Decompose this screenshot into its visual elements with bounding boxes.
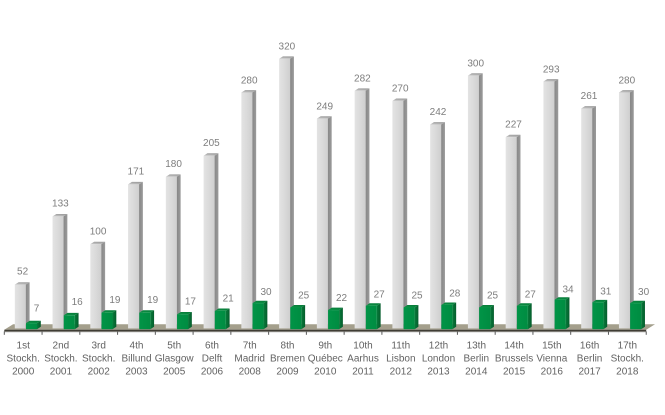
svg-text:27: 27 xyxy=(525,289,537,300)
svg-text:27: 27 xyxy=(374,289,386,300)
svg-text:2002: 2002 xyxy=(88,367,111,378)
svg-text:2008: 2008 xyxy=(239,367,262,378)
svg-text:30: 30 xyxy=(260,287,272,298)
svg-text:2006: 2006 xyxy=(201,367,224,378)
svg-text:205: 205 xyxy=(203,138,220,149)
svg-text:242: 242 xyxy=(430,107,447,118)
svg-text:2012: 2012 xyxy=(390,367,413,378)
svg-text:Brussels: Brussels xyxy=(495,354,533,365)
svg-text:Lisbon: Lisbon xyxy=(386,354,415,365)
svg-text:171: 171 xyxy=(128,167,145,178)
svg-text:Stockh.: Stockh. xyxy=(611,354,644,365)
svg-text:Bremen: Bremen xyxy=(270,354,305,365)
svg-text:2017: 2017 xyxy=(578,367,601,378)
svg-text:133: 133 xyxy=(52,199,69,210)
svg-text:Billund: Billund xyxy=(121,354,151,365)
svg-text:52: 52 xyxy=(17,267,29,278)
svg-text:2011: 2011 xyxy=(352,367,374,378)
svg-text:3rd: 3rd xyxy=(91,340,105,351)
svg-text:2000: 2000 xyxy=(12,367,35,378)
svg-text:31: 31 xyxy=(600,286,612,297)
svg-text:12th: 12th xyxy=(429,340,448,351)
svg-text:15th: 15th xyxy=(542,340,561,351)
svg-text:2013: 2013 xyxy=(427,367,450,378)
svg-text:Stockh.: Stockh. xyxy=(44,354,77,365)
svg-text:34: 34 xyxy=(562,284,574,295)
svg-text:16: 16 xyxy=(72,297,84,308)
svg-text:100: 100 xyxy=(90,226,107,237)
svg-text:13th: 13th xyxy=(467,340,486,351)
svg-text:Stockh.: Stockh. xyxy=(7,354,40,365)
svg-text:Aarhus: Aarhus xyxy=(347,354,379,365)
svg-text:2010: 2010 xyxy=(314,367,337,378)
svg-text:280: 280 xyxy=(618,75,635,86)
svg-text:293: 293 xyxy=(543,64,560,75)
svg-text:6th: 6th xyxy=(205,340,219,351)
svg-text:19: 19 xyxy=(109,295,121,306)
svg-text:4th: 4th xyxy=(130,340,144,351)
svg-text:25: 25 xyxy=(298,291,310,302)
svg-text:180: 180 xyxy=(165,159,182,170)
svg-text:2009: 2009 xyxy=(276,367,299,378)
svg-text:16th: 16th xyxy=(580,340,599,351)
svg-text:2018: 2018 xyxy=(616,367,639,378)
svg-text:2nd: 2nd xyxy=(53,340,70,351)
svg-text:1st: 1st xyxy=(17,340,31,351)
svg-text:280: 280 xyxy=(241,75,258,86)
svg-text:Québec: Québec xyxy=(308,354,343,365)
svg-text:30: 30 xyxy=(638,287,650,298)
svg-text:22: 22 xyxy=(336,293,348,304)
svg-text:14th: 14th xyxy=(504,340,523,351)
svg-text:11th: 11th xyxy=(391,340,410,351)
svg-text:2016: 2016 xyxy=(541,367,564,378)
svg-text:21: 21 xyxy=(223,294,235,305)
svg-text:London: London xyxy=(422,354,455,365)
svg-text:25: 25 xyxy=(487,291,499,302)
svg-text:Madrid: Madrid xyxy=(234,354,265,365)
svg-text:Glasgow: Glasgow xyxy=(155,354,195,365)
svg-text:Berlin: Berlin xyxy=(464,354,490,365)
svg-text:7th: 7th xyxy=(243,340,257,351)
svg-text:227: 227 xyxy=(505,120,522,131)
svg-text:270: 270 xyxy=(392,84,409,95)
svg-text:Delft: Delft xyxy=(202,354,223,365)
svg-text:249: 249 xyxy=(316,101,333,112)
svg-text:2001: 2001 xyxy=(50,367,73,378)
svg-text:300: 300 xyxy=(467,59,484,70)
svg-text:261: 261 xyxy=(581,91,598,102)
svg-text:17: 17 xyxy=(185,296,197,307)
svg-text:Vienna: Vienna xyxy=(536,354,567,365)
svg-text:25: 25 xyxy=(411,291,423,302)
svg-text:282: 282 xyxy=(354,74,371,85)
svg-text:320: 320 xyxy=(279,42,296,53)
svg-text:Berlin: Berlin xyxy=(577,354,603,365)
svg-text:2014: 2014 xyxy=(465,367,488,378)
svg-text:2003: 2003 xyxy=(125,367,148,378)
svg-text:28: 28 xyxy=(449,289,461,300)
svg-text:19: 19 xyxy=(147,295,159,306)
svg-text:5th: 5th xyxy=(167,340,181,351)
svg-text:8th: 8th xyxy=(281,340,295,351)
svg-text:10th: 10th xyxy=(353,340,372,351)
svg-text:7: 7 xyxy=(34,304,40,315)
svg-text:9th: 9th xyxy=(318,340,332,351)
svg-text:17th: 17th xyxy=(618,340,637,351)
svg-text:2005: 2005 xyxy=(163,367,186,378)
svg-text:2015: 2015 xyxy=(503,367,526,378)
svg-text:Stockh.: Stockh. xyxy=(82,354,115,365)
